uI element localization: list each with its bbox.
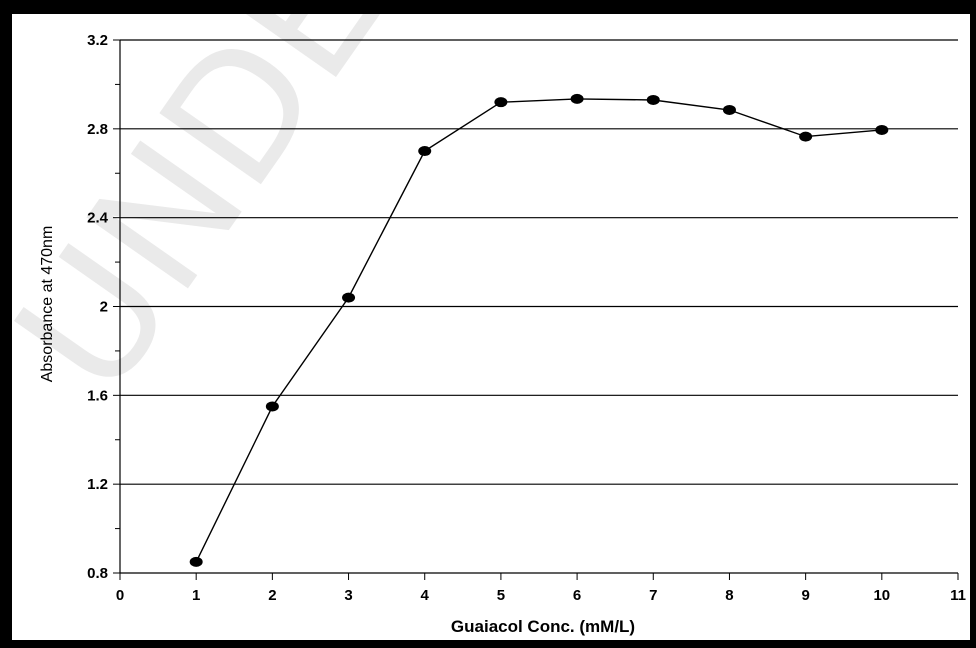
x-tick-label: 5 [497,587,505,604]
y-axis-title: Absorbance at 470nm [39,226,56,383]
watermark-text: UNDER [12,14,489,428]
y-tick-label: 2.8 [87,121,108,138]
data-point [494,97,508,108]
x-tick-label: 1 [192,587,200,604]
x-tick-label: 0 [116,587,124,604]
y-tick-labels: 0.8 1.2 1.6 2 2.4 2.8 3.2 [87,32,109,582]
x-tick-label: 11 [950,587,966,604]
data-point [646,94,660,105]
y-tick-label: 2 [100,299,108,316]
x-tick-label: 10 [873,587,890,604]
x-axis-title: Guaiacol Conc. (mM/L) [451,617,635,636]
data-point [570,93,584,104]
x-tick-label: 6 [573,587,581,604]
x-tick-label: 2 [268,587,276,604]
data-point [875,124,889,135]
y-tick-label: 2.4 [87,210,109,227]
y-tick-label: 3.2 [87,32,108,49]
gridlines [120,39,958,485]
data-point [799,131,813,142]
line-chart: UNDER 0 1 2 3 4 5 6 7 8 9 10 11 0.8 1.2 1.6 2 2.4 2.8 3.2… [12,14,966,636]
data-series [189,93,889,567]
x-tick-label: 3 [344,587,352,604]
y-tick-label: 1.2 [87,476,108,493]
data-point [265,401,279,412]
data-point [418,146,432,157]
axes [113,39,959,580]
x-tick-label: 4 [421,587,430,604]
data-point [189,556,203,567]
x-tick-labels: 0 1 2 3 4 5 6 7 8 9 10 11 [116,587,966,604]
series-line [195,98,882,563]
y-tick-label: 0.8 [87,565,108,582]
x-tick-label: 9 [801,587,809,604]
chart-area: UNDER 0 1 2 3 4 5 6 7 8 9 10 11 0.8 1.2 1.6 2 2.4 2.8 3.2… [12,14,970,640]
y-tick-label: 1.6 [87,387,108,404]
data-point [722,104,736,115]
x-tick-label: 7 [649,587,657,604]
x-tick-label: 8 [725,587,733,604]
data-point [342,292,356,303]
